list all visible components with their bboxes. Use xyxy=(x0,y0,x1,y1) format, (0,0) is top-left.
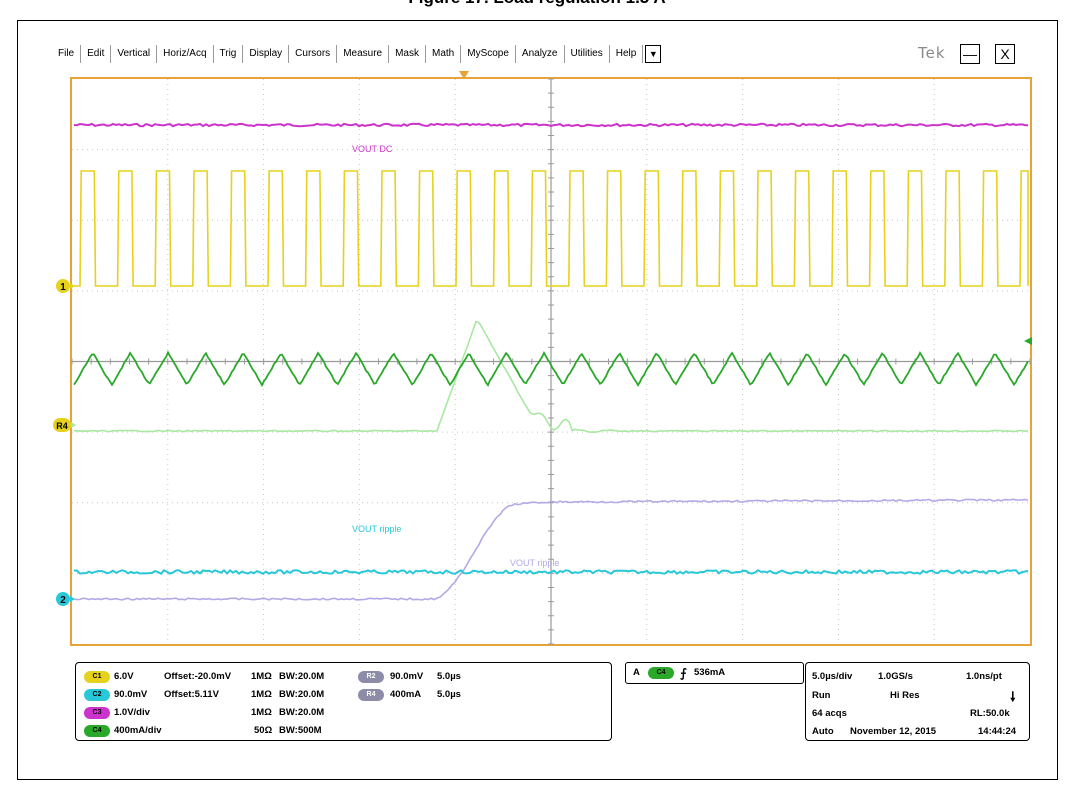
r4-marker: R4 xyxy=(53,418,76,432)
trigger-level: 536mA xyxy=(694,667,726,678)
graticule-grid xyxy=(71,78,1031,645)
ch4-trace xyxy=(73,350,1029,388)
c1-impedance: 1MΩ xyxy=(251,671,272,682)
minimize-button[interactable]: — xyxy=(960,44,980,64)
c2-impedance: 1MΩ xyxy=(251,689,272,700)
svg-text:R4: R4 xyxy=(56,421,68,431)
r4-scale: 400mA xyxy=(390,689,422,700)
c2-bandwidth: BW:20.0M xyxy=(279,689,325,700)
ref4-trace xyxy=(73,320,1029,434)
menu-mask[interactable]: Mask xyxy=(389,45,426,63)
record-length: RL:50.0k xyxy=(970,708,1010,719)
menu-cursors[interactable]: Cursors xyxy=(289,45,338,63)
c2-scale: 90.0mV xyxy=(114,689,148,700)
ch1-marker: 1 xyxy=(56,279,75,293)
vout-ripple-label: VOUT ripple xyxy=(352,524,401,534)
ch2-trace xyxy=(73,568,1029,575)
waveform-display[interactable]: VOUT DC VOUT ripple VOUT ripple 1 R4 2 xyxy=(52,34,1042,767)
ch2-marker: 2 xyxy=(56,592,75,606)
oscilloscope-window: File Edit Vertical Horiz/Acq Trig Displa… xyxy=(52,34,1042,767)
acq-state: Run xyxy=(812,690,831,701)
trigger-source-badge: C4 xyxy=(648,667,674,679)
menu-display[interactable]: Display xyxy=(243,45,290,63)
menu-trig[interactable]: Trig xyxy=(214,45,244,63)
c4-scale: 400mA/div xyxy=(114,725,162,736)
menu-measure[interactable]: Measure xyxy=(337,45,390,63)
r2-time: 5.0µs xyxy=(437,671,461,682)
c1-badge[interactable]: C1 xyxy=(84,671,110,683)
c2-offset: Offset:5.11V xyxy=(164,689,219,700)
menu-bar: File Edit Vertical Horiz/Acq Trig Displa… xyxy=(52,34,1042,74)
c2-badge[interactable]: C2 xyxy=(84,689,110,701)
time-per-div: 5.0µs/div xyxy=(812,671,853,682)
channel-readout-panel[interactable]: C1 6.0V Offset:-20.0mV 1MΩ BW:20.0M C2 9… xyxy=(75,662,612,741)
trigger-auto-mode: Auto xyxy=(812,726,834,737)
c4-badge[interactable]: C4 xyxy=(84,725,110,737)
trigger-readout[interactable]: A C4 ⨍ 536mA xyxy=(625,662,804,684)
tek-logo: Tek xyxy=(918,44,946,62)
acq-count: 64 acqs xyxy=(812,708,847,719)
menu-myscope[interactable]: MyScope xyxy=(461,45,516,63)
c3-impedance: 1MΩ xyxy=(251,707,272,718)
trigger-mode: A xyxy=(633,667,640,678)
ref2-trace xyxy=(73,498,1029,601)
c1-bandwidth: BW:20.0M xyxy=(279,671,325,682)
r4-badge[interactable]: R4 xyxy=(358,689,384,701)
svg-text:2: 2 xyxy=(60,595,66,606)
graticule-frame xyxy=(70,77,1032,646)
ch4-level-marker xyxy=(1024,337,1032,345)
c4-impedance: 50Ω xyxy=(254,725,273,736)
c3-scale: 1.0V/div xyxy=(114,707,150,718)
trigger-slope-icon: ⨍ xyxy=(680,666,687,680)
r4-time: 5.0µs xyxy=(437,689,461,700)
c3-badge[interactable]: C3 xyxy=(84,707,110,719)
acq-time: 14:44:24 xyxy=(978,726,1017,737)
figure-frame xyxy=(17,20,1058,780)
download-arrow-icon[interactable]: 🠗 xyxy=(1010,689,1016,704)
r2-badge[interactable]: R2 xyxy=(358,671,384,683)
vout-dc-label: VOUT DC xyxy=(352,144,393,154)
timebase-readout[interactable]: 5.0µs/div 1.0GS/s 1.0ns/pt Run Hi Res 🠗 … xyxy=(805,662,1030,741)
c1-offset: Offset:-20.0mV xyxy=(164,671,232,682)
acq-mode: Hi Res xyxy=(890,690,920,701)
vout-ripple-ref-label: VOUT ripple xyxy=(510,558,559,568)
ch3-trace xyxy=(73,122,1029,128)
menu-analyze[interactable]: Analyze xyxy=(516,45,565,63)
menu-edit[interactable]: Edit xyxy=(81,45,112,63)
resolution: 1.0ns/pt xyxy=(966,671,1002,682)
sample-rate: 1.0GS/s xyxy=(878,671,913,682)
menu-utilities[interactable]: Utilities xyxy=(565,45,610,63)
acq-date: November 12, 2015 xyxy=(850,726,937,737)
c3-bandwidth: BW:20.0M xyxy=(279,707,325,718)
c1-scale: 6.0V xyxy=(114,671,134,682)
menu-vertical[interactable]: Vertical xyxy=(111,45,158,63)
trigger-position-marker xyxy=(459,71,469,79)
close-button[interactable]: X xyxy=(995,44,1015,64)
menu-horiz-acq[interactable]: Horiz/Acq xyxy=(157,45,214,63)
svg-text:1: 1 xyxy=(60,282,66,293)
menu-file[interactable]: File xyxy=(52,45,82,63)
ch1-trace xyxy=(74,170,1029,287)
figure-caption: Figure 17. Load regulation 1.5 A xyxy=(0,0,1074,8)
c4-bandwidth: BW:500M xyxy=(279,725,322,736)
menu-dropdown-button[interactable]: ▼ xyxy=(645,45,662,63)
menu-help[interactable]: Help xyxy=(610,45,644,63)
r2-scale: 90.0mV xyxy=(390,671,424,682)
menu-math[interactable]: Math xyxy=(426,45,462,63)
